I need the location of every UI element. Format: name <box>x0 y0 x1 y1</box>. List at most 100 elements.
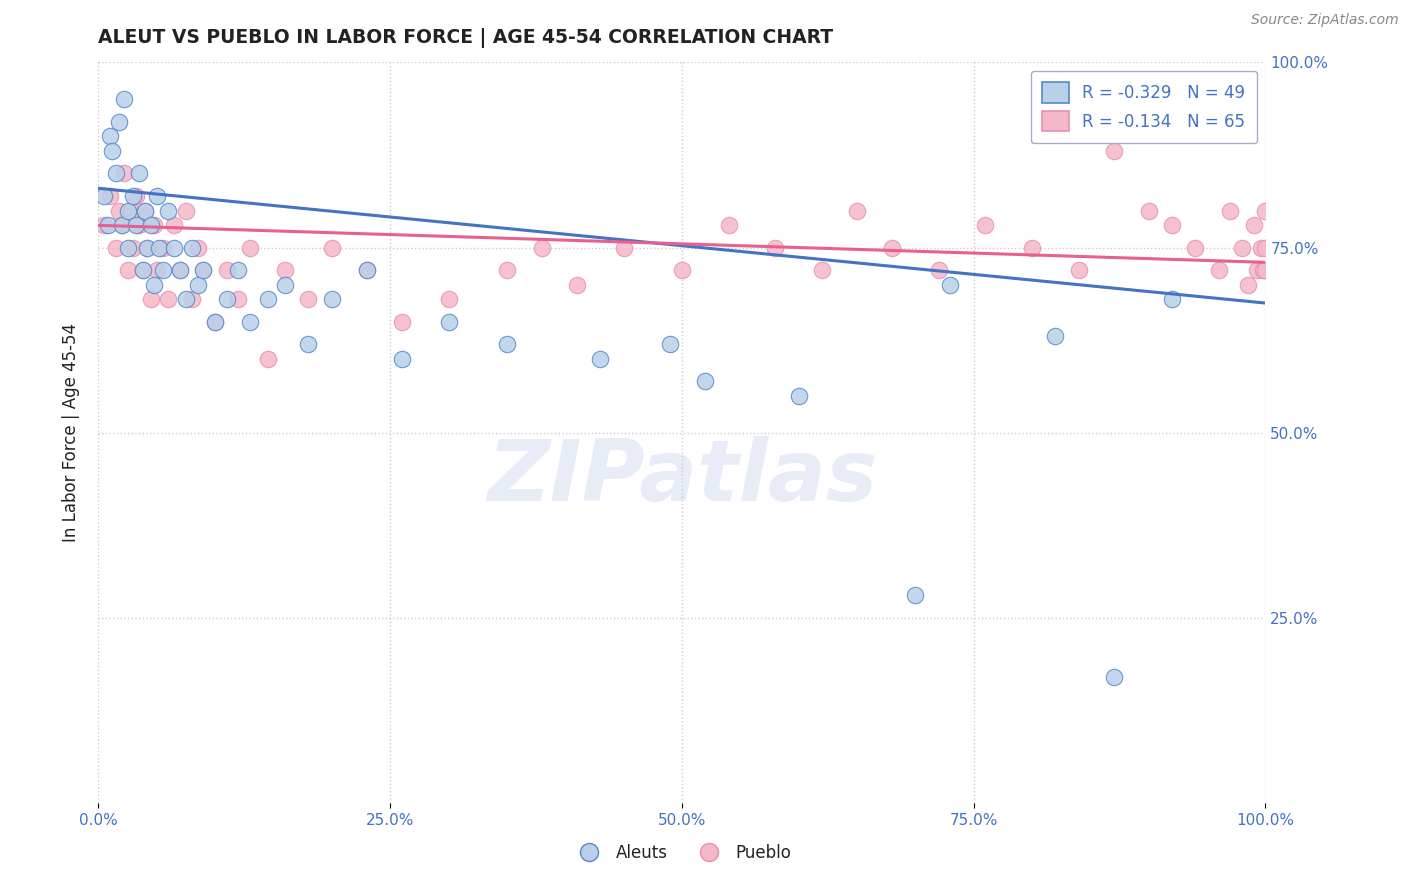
Point <box>695 374 717 388</box>
Point <box>530 241 553 255</box>
Point <box>321 293 343 307</box>
Text: Source: ZipAtlas.com: Source: ZipAtlas.com <box>1251 13 1399 28</box>
Point <box>132 262 155 277</box>
Point <box>108 114 131 128</box>
Point <box>239 241 262 255</box>
Point <box>139 293 162 307</box>
Point <box>1161 293 1184 307</box>
Point <box>180 293 202 307</box>
Point <box>1021 241 1043 255</box>
Point <box>939 277 962 292</box>
Point <box>148 241 170 255</box>
Point <box>152 241 174 255</box>
Point <box>125 219 148 233</box>
Point <box>274 262 297 277</box>
Point <box>108 203 131 218</box>
Point <box>613 241 636 255</box>
Point <box>97 219 120 233</box>
Point <box>174 293 197 307</box>
Point <box>193 262 215 277</box>
Y-axis label: In Labor Force | Age 45-54: In Labor Force | Age 45-54 <box>62 323 80 542</box>
Point <box>880 241 903 255</box>
Point <box>163 219 186 233</box>
Point <box>143 219 166 233</box>
Point <box>437 315 460 329</box>
Point <box>117 241 139 255</box>
Point <box>589 351 612 366</box>
Point <box>659 336 682 351</box>
Point <box>1184 241 1206 255</box>
Point <box>297 293 319 307</box>
Point <box>120 203 142 218</box>
Point <box>174 203 197 218</box>
Point <box>717 219 740 233</box>
Point <box>974 219 997 233</box>
Point <box>204 315 226 329</box>
Point <box>122 188 145 202</box>
Point <box>134 203 156 218</box>
Point <box>157 203 180 218</box>
Point <box>1246 262 1268 277</box>
Point <box>565 277 588 292</box>
Point <box>1251 262 1274 277</box>
Point <box>104 241 127 255</box>
Point <box>143 277 166 292</box>
Point <box>297 336 319 351</box>
Point <box>1254 203 1277 218</box>
Point <box>1137 203 1160 218</box>
Point <box>1102 670 1125 684</box>
Point <box>787 389 810 403</box>
Point <box>117 262 139 277</box>
Text: ALEUT VS PUEBLO IN LABOR FORCE | AGE 45-54 CORRELATION CHART: ALEUT VS PUEBLO IN LABOR FORCE | AGE 45-… <box>98 28 834 48</box>
Point <box>1067 262 1090 277</box>
Point <box>187 241 209 255</box>
Point <box>169 262 191 277</box>
Point <box>1237 277 1260 292</box>
Point <box>928 262 950 277</box>
Point <box>846 203 869 218</box>
Point <box>437 293 460 307</box>
Point <box>117 203 139 218</box>
Point <box>187 277 209 292</box>
Point <box>215 293 238 307</box>
Text: ZIPatlas: ZIPatlas <box>486 435 877 518</box>
Point <box>671 262 693 277</box>
Point <box>274 277 297 292</box>
Legend: Aleuts, Pueblo: Aleuts, Pueblo <box>565 838 799 869</box>
Point <box>139 219 162 233</box>
Point <box>1254 241 1277 255</box>
Point <box>763 241 786 255</box>
Point <box>125 188 148 202</box>
Point <box>256 351 278 366</box>
Point <box>228 293 250 307</box>
Point <box>1250 241 1272 255</box>
Point <box>146 188 169 202</box>
Point <box>391 351 413 366</box>
Point <box>101 145 124 159</box>
Point <box>1102 145 1125 159</box>
Point <box>904 589 927 603</box>
Point <box>128 167 150 181</box>
Point <box>112 167 135 181</box>
Point <box>128 219 150 233</box>
Point <box>356 262 378 277</box>
Point <box>111 219 134 233</box>
Point <box>495 262 517 277</box>
Point <box>134 203 156 218</box>
Point <box>228 262 250 277</box>
Point <box>98 129 121 144</box>
Point <box>1219 203 1241 218</box>
Point <box>157 293 180 307</box>
Point <box>169 262 191 277</box>
Point <box>215 262 238 277</box>
Point <box>391 315 413 329</box>
Point <box>1243 219 1265 233</box>
Point <box>136 241 159 255</box>
Point <box>93 219 115 233</box>
Point <box>132 262 155 277</box>
Point <box>152 262 174 277</box>
Point <box>321 241 343 255</box>
Point <box>1045 329 1067 343</box>
Point <box>93 188 115 202</box>
Point <box>204 315 226 329</box>
